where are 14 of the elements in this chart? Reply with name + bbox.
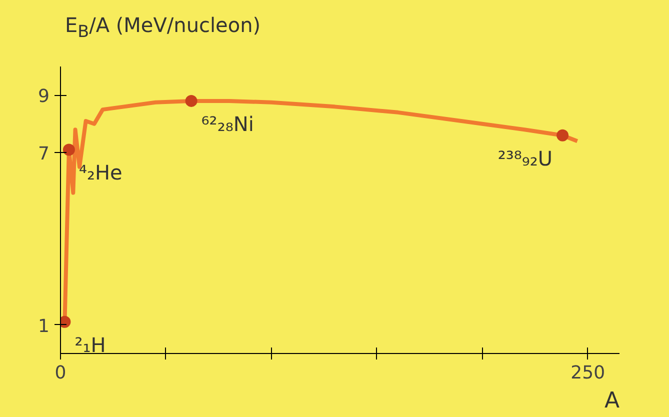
y-axis-title: E$_{B}$/A (MeV/nucleon) bbox=[65, 12, 261, 43]
y-tick-label: 9 bbox=[38, 86, 50, 108]
y-tick-label: 7 bbox=[38, 144, 50, 165]
y-tick-label: 1 bbox=[38, 316, 50, 337]
x-tick-label: 250 bbox=[570, 362, 606, 384]
annotation: ⁴₂He bbox=[78, 160, 122, 185]
x-axis-title: A bbox=[604, 388, 620, 414]
annotation: ²³⁸₉₂U bbox=[498, 146, 553, 170]
point bbox=[62, 144, 75, 156]
annotation: ²₁H bbox=[74, 332, 106, 357]
point bbox=[556, 129, 569, 142]
x-tick-label: 0 bbox=[54, 362, 66, 384]
annotation: ⁶²₂₈Ni bbox=[201, 112, 254, 136]
point bbox=[185, 94, 198, 107]
